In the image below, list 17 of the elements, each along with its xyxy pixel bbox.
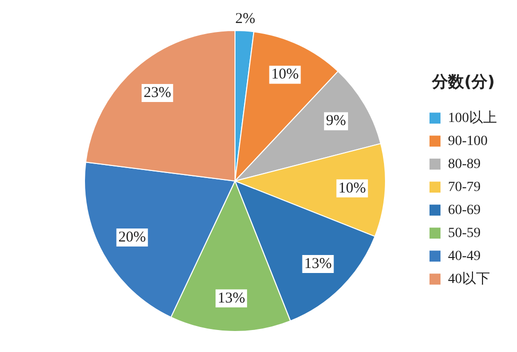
legend-label: 40以下 xyxy=(448,270,490,287)
data-label: 13% xyxy=(304,256,332,272)
legend-label: 50-59 xyxy=(448,226,481,241)
data-label: 2% xyxy=(235,10,256,27)
legend-label: 90-100 xyxy=(448,134,488,149)
data-label: 23% xyxy=(144,84,172,101)
data-label: 10% xyxy=(271,66,299,83)
legend-label: 80-89 xyxy=(448,156,481,172)
legend-label: 100以上 xyxy=(448,110,497,126)
data-label: 9% xyxy=(326,113,346,130)
legend-label: 60-69 xyxy=(448,202,481,218)
legend-title: 分数(分) xyxy=(431,72,495,92)
data-label: 20% xyxy=(118,229,146,246)
legend-label: 70-79 xyxy=(448,180,481,195)
data-label: 10% xyxy=(338,180,366,196)
legend-label: 40-49 xyxy=(448,248,481,264)
data-label: 13% xyxy=(218,290,246,306)
